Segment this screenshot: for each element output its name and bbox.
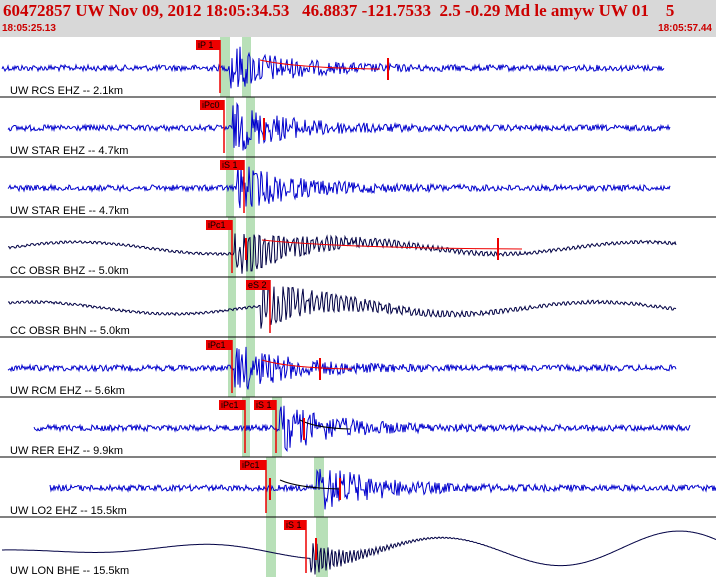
pick-label: iP 1 xyxy=(198,40,213,50)
trace-label: UW STAR EHZ -- 4.7km xyxy=(10,145,128,157)
phase-window xyxy=(226,97,234,157)
waveform-trace xyxy=(49,468,716,510)
trace-label: UW RCS EHZ -- 2.1km xyxy=(10,85,123,97)
pick-label: iPc1 xyxy=(208,340,226,350)
waveform-trace xyxy=(2,530,716,575)
trace-label: UW LO2 EHZ -- 15.5km xyxy=(10,505,127,517)
trace-panel: iP 1 iPc0 iS 1 iPc1 eS 2 iPc1 iPc1 iS 1 iPc1 iS 1… xyxy=(0,37,716,577)
trace-label: UW STAR EHE -- 4.7km xyxy=(10,205,129,217)
phase-window xyxy=(228,277,236,337)
phase-window xyxy=(266,517,276,577)
pick-flag-box xyxy=(206,220,232,230)
pick-flag-box xyxy=(240,460,266,470)
pick-label: eS 2 xyxy=(248,280,267,290)
coda-line xyxy=(261,239,523,250)
phase-window xyxy=(242,397,250,457)
coda-line xyxy=(259,59,381,70)
coda-line xyxy=(261,359,353,370)
coda-line xyxy=(279,479,341,490)
pick-flag[interactable]: iPc1 xyxy=(240,460,267,513)
waveform-trace xyxy=(8,233,677,274)
pick-flag[interactable]: iS 1 xyxy=(220,160,245,213)
pick-label: iS 1 xyxy=(286,520,302,530)
waveform-trace xyxy=(7,102,671,151)
phase-picks: iP 1 iPc0 iS 1 iPc1 eS 2 iPc1 iPc1 iS 1 iPc1 iS 1 xyxy=(196,40,523,573)
waveform-trace xyxy=(7,284,677,329)
trace-label: UW RCM EHZ -- 5.6km xyxy=(10,385,125,397)
pick-flag-box xyxy=(284,520,306,530)
waveforms xyxy=(1,46,716,575)
pick-flag-box xyxy=(220,160,244,170)
trace-label: UW RER EHZ -- 9.9km xyxy=(10,445,123,457)
coda-line xyxy=(299,419,351,430)
waveform-trace xyxy=(7,164,671,209)
time-end: 18:05:57.44 xyxy=(658,23,712,34)
pick-flag-box xyxy=(219,400,245,410)
event-title: 60472857 UW Nov 09, 2012 18:05:34.53 46.… xyxy=(3,1,675,20)
pick-flag[interactable]: eS 2 xyxy=(246,280,271,333)
pick-flag[interactable]: iPc0 xyxy=(200,100,225,153)
pick-flag[interactable]: iS 1 xyxy=(284,520,307,573)
pick-label: iS 1 xyxy=(256,400,272,410)
trace-label: CC OBSR BHN -- 5.0km xyxy=(10,325,130,337)
pick-flag-box xyxy=(254,400,276,410)
pick-flag-box xyxy=(206,340,232,350)
pick-flag[interactable]: iPc1 xyxy=(206,340,233,393)
trace-labels: UW RCS EHZ -- 2.1km UW STAR EHZ -- 4.7km U… xyxy=(10,85,130,577)
phase-window xyxy=(272,397,282,457)
pick-flag[interactable]: iPc1 xyxy=(206,220,233,273)
pick-label: iPc1 xyxy=(242,460,260,470)
time-start: 18:05:25.13 xyxy=(2,23,56,34)
phase-window xyxy=(242,37,251,97)
trace-label: UW LON BHE -- 15.5km xyxy=(10,565,129,577)
pick-flag[interactable]: iP 1 xyxy=(196,40,221,93)
pick-flag[interactable]: iS 1 xyxy=(254,400,277,453)
pick-label: iPc0 xyxy=(202,100,220,110)
event-header: 60472857 UW Nov 09, 2012 18:05:34.53 46.… xyxy=(0,0,716,37)
phase-window xyxy=(246,97,255,157)
phase-window xyxy=(220,37,230,97)
waveform-trace xyxy=(7,346,677,390)
pick-flag-box xyxy=(200,100,224,110)
pick-flag-box xyxy=(196,40,220,50)
phase-window xyxy=(246,337,255,397)
pick-label: iPc1 xyxy=(221,400,239,410)
pick-label: iPc1 xyxy=(208,220,226,230)
pick-flag[interactable]: iPc1 xyxy=(219,400,246,453)
trace-label: CC OBSR BHZ -- 5.0km xyxy=(10,265,129,277)
pick-label: iS 1 xyxy=(222,160,238,170)
trace-separators xyxy=(0,96,716,518)
pick-flag-box xyxy=(246,280,270,290)
waveform-trace xyxy=(33,405,691,453)
